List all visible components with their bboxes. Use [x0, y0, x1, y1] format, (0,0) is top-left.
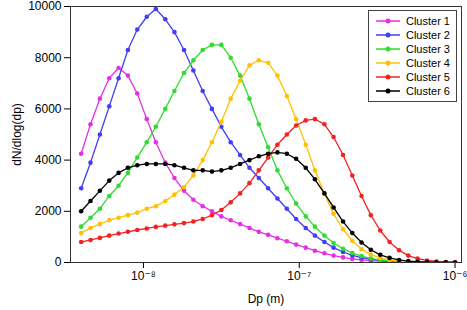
svg-text:2000: 2000	[35, 204, 62, 218]
html-text:Cluster 1: Cluster 1	[406, 15, 450, 27]
svg-text:dN/dlog(dp): dN/dlog(dp)	[10, 103, 24, 166]
svg-text:4000: 4000	[35, 153, 62, 167]
html-text:Cluster 2: Cluster 2	[406, 29, 450, 41]
html-text:Cluster 4: Cluster 4	[406, 57, 450, 69]
html-text:Cluster 6: Cluster 6	[406, 85, 450, 97]
svg-text:10⁻⁸: 10⁻⁸	[131, 269, 156, 283]
svg-text:6000: 6000	[35, 102, 62, 116]
svg-text:10⁻⁶: 10⁻⁶	[443, 269, 467, 283]
html-text:Cluster 3: Cluster 3	[406, 43, 450, 55]
svg-text:10⁻⁷: 10⁻⁷	[287, 269, 311, 283]
svg-text:0: 0	[55, 255, 62, 269]
svg-text:10000: 10000	[28, 0, 62, 13]
svg-text:8000: 8000	[35, 51, 62, 65]
html-text:Cluster 5: Cluster 5	[406, 71, 450, 83]
svg-text:Dp (m): Dp (m)	[248, 292, 285, 306]
